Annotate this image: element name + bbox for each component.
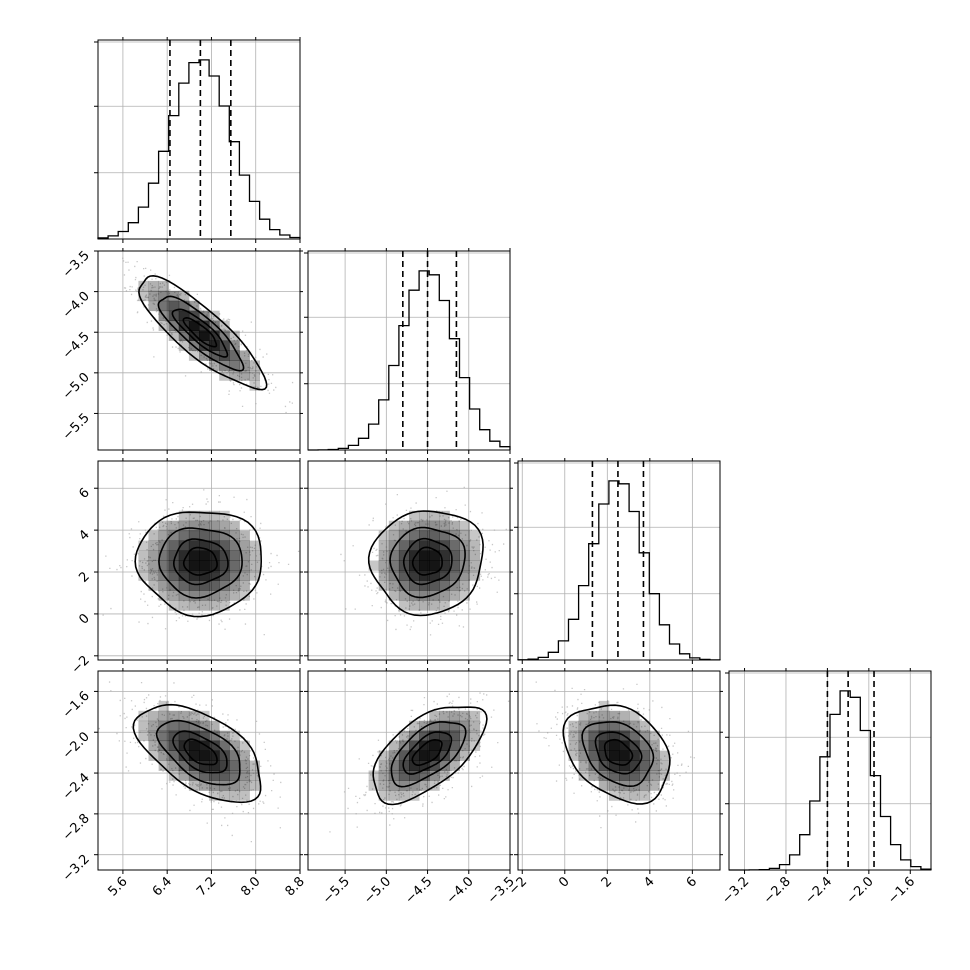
contour-level-3 xyxy=(172,538,229,586)
scatter-panel-3-1 xyxy=(304,668,513,874)
scatter-panel-3-2 xyxy=(514,668,723,874)
y-tick-label: 0 xyxy=(76,611,92,627)
contour-level-2 xyxy=(158,527,243,599)
y-tick-label: −5.0 xyxy=(60,370,93,403)
histogram-panel-2 xyxy=(514,458,721,664)
y-tick-label: −1.6 xyxy=(60,689,93,722)
histogram-steps xyxy=(517,480,721,661)
contour-level-3 xyxy=(172,730,228,774)
histogram-panel-1 xyxy=(304,248,511,454)
scatter-points xyxy=(98,681,282,843)
contour-level-2 xyxy=(581,721,655,788)
x-tick-label: −1.6 xyxy=(885,874,918,907)
y-tick-label: 6 xyxy=(76,485,92,501)
contour-level-4 xyxy=(182,316,218,348)
contour-level-1 xyxy=(134,511,263,618)
x-tick-label: 8.0 xyxy=(238,874,263,899)
contour-level-2 xyxy=(389,526,466,599)
contour-level-4 xyxy=(603,738,634,766)
x-tick-label: 2 xyxy=(599,874,615,890)
contour-level-3 xyxy=(594,731,643,775)
x-tick-label: 5.6 xyxy=(105,874,130,899)
histogram-panel-0 xyxy=(94,37,301,243)
contour-level-2 xyxy=(390,721,467,788)
y-tick-label: −2.0 xyxy=(60,729,93,762)
y-tick-label: −3.2 xyxy=(60,852,93,885)
contour-level-4 xyxy=(183,738,218,766)
contour-level-1 xyxy=(132,703,262,804)
x-tick-label: 6 xyxy=(684,874,700,890)
contour-level-4 xyxy=(411,738,443,766)
x-tick-label: −2.0 xyxy=(844,874,877,907)
x-tick-label: −4.5 xyxy=(402,874,435,907)
histogram-steps xyxy=(97,59,301,239)
x-tick-label: 4 xyxy=(641,874,657,890)
x-tick-label: −4.0 xyxy=(444,874,477,907)
x-tick-label: −2.4 xyxy=(802,874,835,907)
contour-level-1 xyxy=(562,704,671,805)
histogram-steps xyxy=(308,270,511,451)
histogram-steps xyxy=(729,690,932,871)
scatter-panel-3-0 xyxy=(94,668,303,874)
contour-level-4 xyxy=(182,546,218,576)
contour-level-3 xyxy=(402,537,453,586)
y-tick-label: −3.5 xyxy=(60,248,93,281)
contour-level-1 xyxy=(372,706,488,806)
contour-level-3 xyxy=(402,731,453,775)
x-tick-label: 0 xyxy=(556,874,572,890)
y-tick-label: 2 xyxy=(76,569,92,585)
contour-level-2 xyxy=(157,295,245,372)
x-tick-label: 6.4 xyxy=(150,874,175,899)
contour-level-1 xyxy=(138,274,268,391)
x-tick-label: −5.5 xyxy=(320,874,353,907)
y-tick-label: −2.8 xyxy=(60,811,93,844)
y-tick-label: −2 xyxy=(69,653,93,677)
y-tick-label: −2.4 xyxy=(60,770,93,803)
scatter-panel-2-1 xyxy=(304,458,513,664)
y-tick-label: −4.0 xyxy=(60,289,93,322)
x-tick-label: −2.8 xyxy=(761,874,794,907)
contour-level-3 xyxy=(171,308,229,358)
contour-level-2 xyxy=(155,719,241,786)
scatter-panel-1-0 xyxy=(94,248,303,454)
y-tick-label: −4.5 xyxy=(60,329,93,362)
scatter-panel-2-0 xyxy=(94,458,303,664)
x-tick-label: 8.8 xyxy=(283,874,308,899)
x-tick-label: −5.0 xyxy=(361,874,394,907)
contour-level-4 xyxy=(411,546,443,576)
x-tick-label: 7.2 xyxy=(194,874,219,899)
y-tick-label: 4 xyxy=(76,527,92,543)
contour-level-1 xyxy=(367,510,484,617)
x-tick-label: −3.2 xyxy=(719,874,752,907)
y-tick-label: −5.5 xyxy=(60,411,93,444)
histogram-panel-3 xyxy=(725,668,932,874)
